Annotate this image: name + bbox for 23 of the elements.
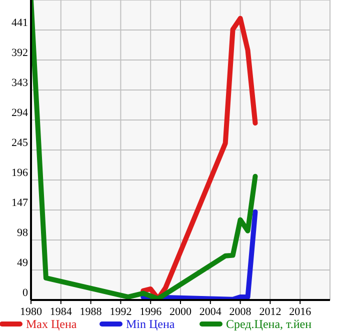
x-tick-label: 1996	[140, 306, 162, 318]
x-tick-label: 2016	[289, 306, 312, 318]
y-tick-label: 147	[12, 197, 28, 209]
x-tick-label: 2004	[199, 306, 222, 318]
x-tick-label: 2012	[259, 306, 282, 318]
y-tick-label: 0	[22, 287, 28, 299]
x-tick-label: 1992	[110, 306, 132, 318]
y-tick-label: 392	[12, 47, 28, 59]
y-tick-label: 196	[12, 167, 28, 179]
x-tick-label: 1988	[80, 306, 102, 318]
x-tick-label: 2000	[170, 306, 192, 318]
y-tick-label: 294	[12, 107, 28, 119]
legend-label: Сред.Цена, т.йен	[226, 317, 312, 331]
y-tick-label: 343	[12, 77, 28, 89]
y-tick-label: 98	[17, 227, 28, 239]
legend-label: Min Цена	[126, 317, 176, 331]
x-tick-label: 1980	[20, 306, 42, 318]
legend-label: Max Цена	[26, 317, 78, 331]
y-tick-label: 245	[12, 137, 28, 149]
y-tick-label: 441	[12, 17, 28, 29]
y-tick-label: 49	[17, 257, 28, 269]
x-tick-label: 1984	[50, 306, 72, 318]
x-tick-label: 2008	[229, 306, 252, 318]
